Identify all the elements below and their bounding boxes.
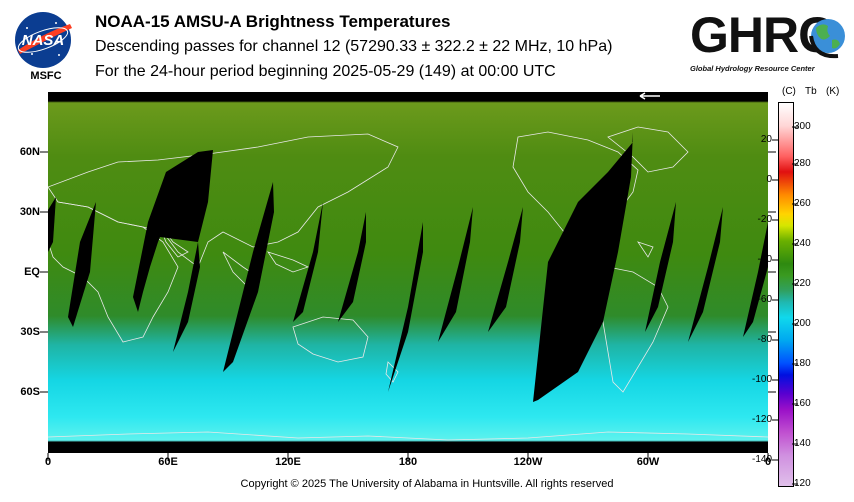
subtitle-period: For the 24-hour period beginning 2025-05… [95, 63, 556, 80]
lon-label-120w: 120W [513, 456, 543, 468]
colorbar-celsius-tick: -20 [757, 214, 772, 225]
colorbar-kelvin-tick: 260 [794, 198, 811, 209]
colorbar-celsius-tick: -140 [751, 454, 772, 465]
nasa-logo-text: NASA [22, 32, 65, 49]
copyright-notice: Copyright © 2025 The University of Alaba… [240, 478, 614, 490]
lon-label-60e: 60E [158, 456, 178, 468]
colorbar-kelvin-tick: 160 [794, 398, 811, 409]
colorbar-kelvin-tick: 180 [794, 358, 811, 369]
map-tick-marks [40, 92, 780, 464]
lon-label-0: 0 [44, 456, 52, 468]
colorbar-celsius-tick: -100 [751, 374, 772, 385]
page-title: NOAA-15 AMSU-A Brightness Temperatures [95, 12, 451, 31]
colorbar-header-tb: Tb [805, 86, 817, 97]
subtitle-passes: Descending passes for channel 12 (57290.… [95, 38, 613, 55]
lon-label-0-right: 0 [764, 456, 772, 468]
colorbar-celsius-tick: 0 [766, 174, 772, 185]
colorbar-kelvin-tick: 220 [794, 278, 811, 289]
ghrc-subtitle: Global Hydrology Resource Center [690, 64, 815, 73]
colorbar-celsius-tick: -120 [751, 414, 772, 425]
ghrc-logo-text: GHRC [690, 7, 834, 63]
lat-label-30n: 30N [19, 206, 40, 218]
colorbar-celsius-tick: -60 [757, 294, 772, 305]
lon-label-60w: 60W [636, 456, 660, 468]
colorbar-kelvin-tick: 300 [794, 121, 811, 132]
lat-label-60s: 60S [20, 386, 40, 398]
colorbar-kelvin-tick: 140 [794, 438, 811, 449]
colorbar-kelvin-tick: 240 [794, 238, 811, 249]
brightness-temperature-map [47, 92, 769, 453]
colorbar-celsius-tick: 20 [760, 134, 772, 145]
lat-label-eq: EQ [24, 266, 40, 278]
colorbar-header-celsius: (C) [782, 86, 796, 97]
colorbar-kelvin-tick: 280 [794, 158, 811, 169]
colorbar-header-kelvin: (K) [826, 86, 840, 97]
colorbar-celsius-tick: -80 [757, 334, 772, 345]
lon-label-120e: 120E [275, 456, 301, 468]
globe-icon [808, 14, 848, 62]
lat-label-60n: 60N [19, 146, 40, 158]
data-gap-swaths [48, 132, 768, 402]
lon-label-180: 180 [398, 456, 418, 468]
scan-direction-arrow-icon [639, 92, 660, 100]
nasa-center-label: MSFC [30, 70, 62, 82]
lat-label-30s: 30S [20, 326, 40, 338]
nasa-logo: NASA [12, 10, 74, 70]
colorbar-kelvin-tick: 200 [794, 318, 811, 329]
colorbar-tick-marks [772, 100, 800, 490]
colorbar-celsius-tick: -40 [757, 254, 772, 265]
colorbar [778, 102, 794, 487]
colorbar-kelvin-tick: 120 [794, 478, 811, 489]
